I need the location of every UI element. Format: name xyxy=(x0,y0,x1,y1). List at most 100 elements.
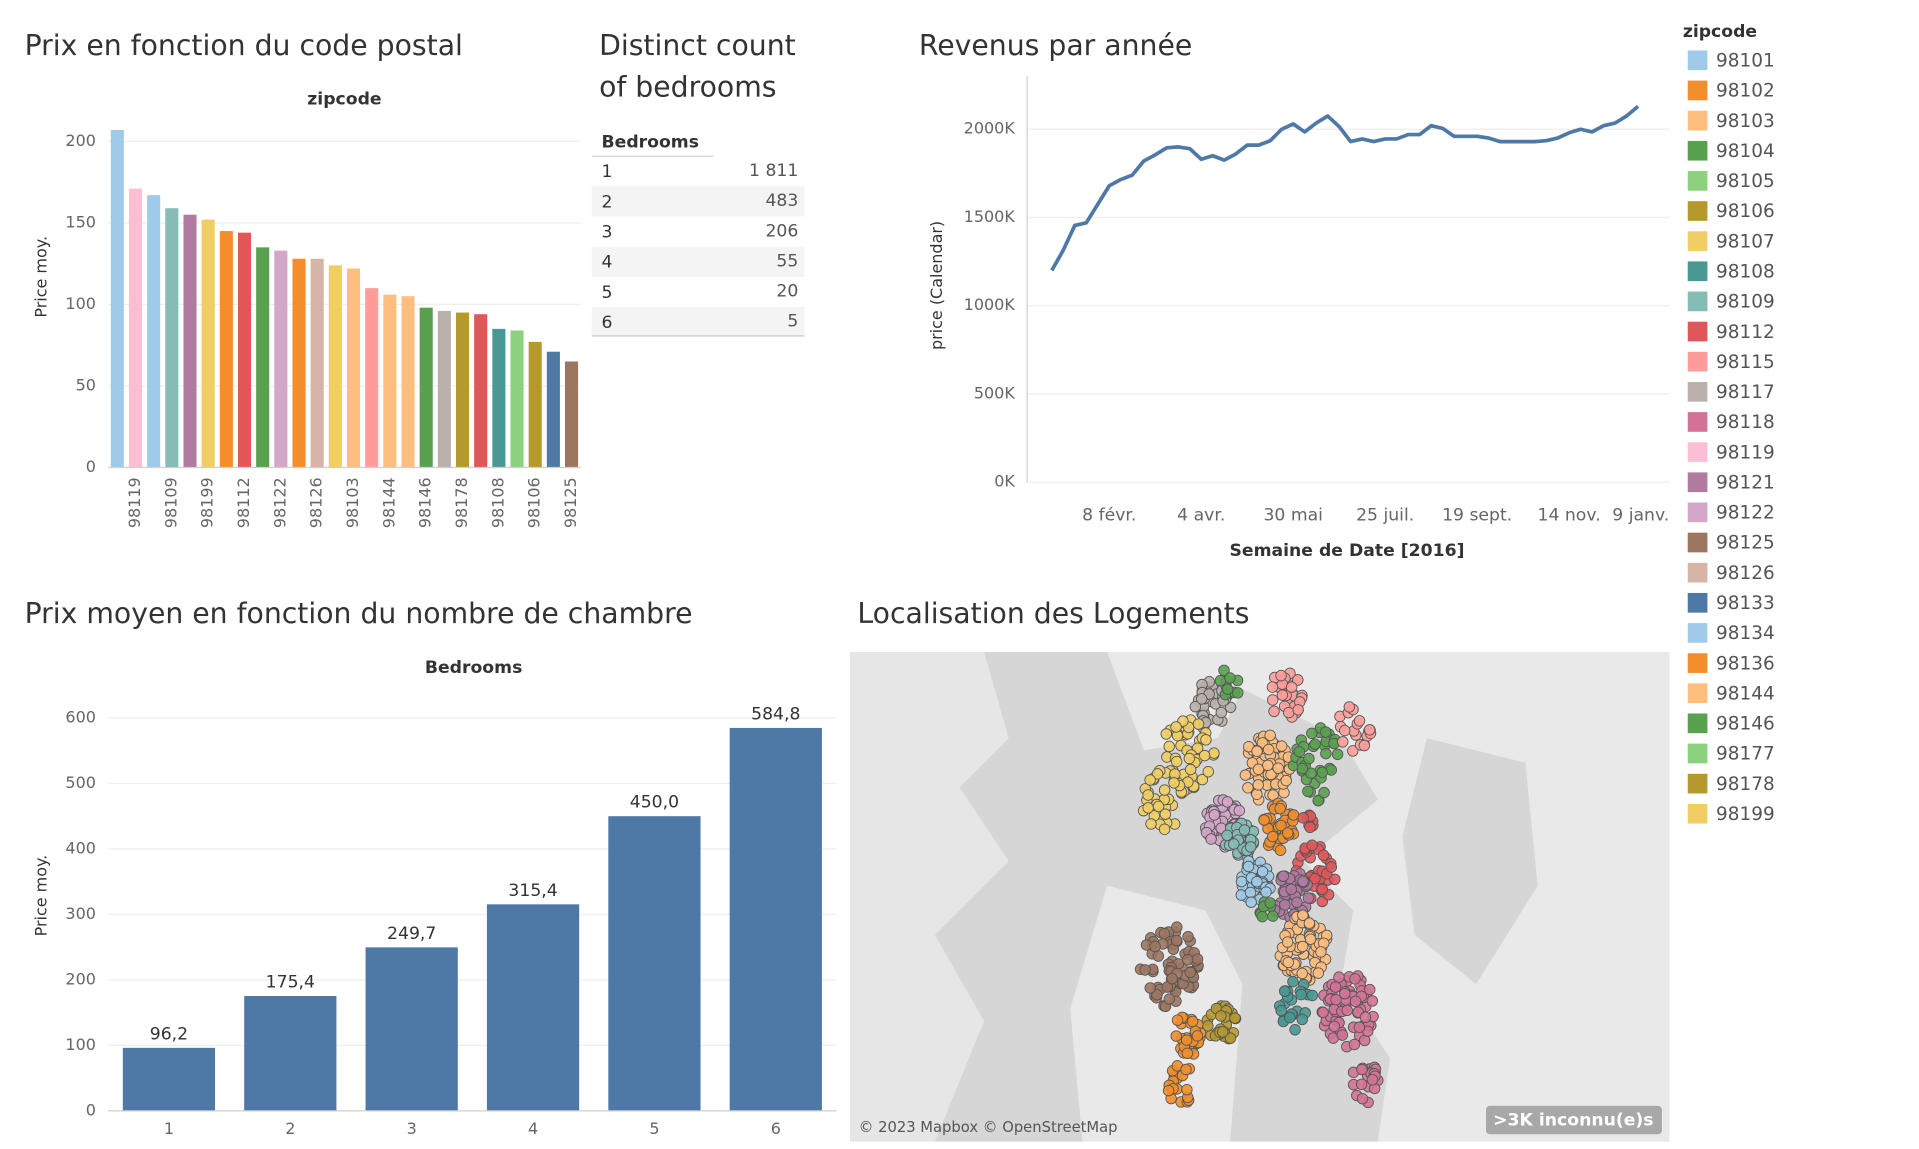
y-tick-label: 200 xyxy=(65,131,96,150)
map-point xyxy=(1224,701,1237,714)
legend-swatch xyxy=(1687,381,1708,402)
bar xyxy=(546,351,560,468)
map-point xyxy=(1296,1013,1308,1026)
x-tick-label: 98144 xyxy=(379,477,398,528)
legend-swatch xyxy=(1687,171,1708,191)
chart-title: Prix moyen en fonction du nombre de cham… xyxy=(25,597,693,630)
bar xyxy=(328,265,342,468)
bar xyxy=(274,250,288,468)
bar xyxy=(365,947,458,1111)
table-cell: 2 xyxy=(602,192,613,212)
map-point xyxy=(1296,940,1309,953)
map-point xyxy=(1224,1032,1237,1044)
map-point xyxy=(1339,724,1351,737)
table-cell: 206 xyxy=(765,221,798,241)
legend-swatch xyxy=(1687,592,1708,613)
map-point xyxy=(1170,1030,1182,1042)
map-point xyxy=(1251,788,1263,800)
map-point xyxy=(1280,774,1292,787)
table-cell: 55 xyxy=(776,251,798,271)
map-point xyxy=(1306,727,1318,740)
table-cell: 483 xyxy=(765,191,798,211)
map-point xyxy=(1181,1047,1194,1060)
map-point xyxy=(1166,972,1178,985)
legend-label: 98121 xyxy=(1716,472,1775,493)
map-title: Localisation des Logements xyxy=(857,597,1249,630)
map-point xyxy=(1292,704,1304,716)
y-tick-label: 1500K xyxy=(964,207,1016,226)
map-land xyxy=(850,651,1009,1142)
map-point xyxy=(1221,796,1234,808)
legend-label: 98134 xyxy=(1716,623,1775,644)
map-point xyxy=(1325,861,1338,873)
legend-label: 98104 xyxy=(1716,141,1775,162)
legend-swatch xyxy=(1687,773,1708,794)
bar xyxy=(219,231,233,468)
y-tick-label: 0 xyxy=(86,457,96,476)
legend-swatch xyxy=(1687,80,1708,101)
map-point xyxy=(1356,1093,1369,1105)
data-label: 96,2 xyxy=(150,1024,188,1044)
map-point xyxy=(1281,827,1294,839)
chart-title: Prix en fonction du code postal xyxy=(25,29,463,62)
bar xyxy=(128,188,143,468)
map-point xyxy=(1279,899,1291,911)
data-label: 450,0 xyxy=(630,793,679,813)
table-cell: 6 xyxy=(602,313,613,333)
map-point xyxy=(1312,795,1324,807)
x-tick-label: 6 xyxy=(771,1119,781,1138)
map-point xyxy=(1283,706,1295,719)
map-point xyxy=(1275,819,1287,832)
map-point xyxy=(1297,812,1309,824)
y-tick-label: 500 xyxy=(65,773,96,792)
map-point xyxy=(1184,966,1197,979)
x-tick-label: 98103 xyxy=(343,477,362,528)
legend-label: 98122 xyxy=(1716,503,1775,524)
x-tick-label: 1 xyxy=(164,1119,174,1138)
legend-swatch xyxy=(1687,743,1708,764)
bar xyxy=(201,219,215,468)
legend-label: 98108 xyxy=(1716,262,1775,283)
map-point xyxy=(1348,1038,1361,1051)
table-title: Distinct count xyxy=(599,29,796,62)
map-point xyxy=(1180,1034,1193,1046)
map-point xyxy=(1142,789,1154,801)
map-point xyxy=(1251,875,1263,888)
bar xyxy=(310,258,324,468)
map-point xyxy=(1233,804,1246,817)
x-tick-label: 30 mai xyxy=(1263,505,1323,525)
map-land xyxy=(1070,885,1243,1142)
legend-swatch xyxy=(1687,472,1708,493)
map-point xyxy=(1353,1021,1366,1033)
map-point xyxy=(1244,841,1257,853)
map-point xyxy=(1214,674,1227,687)
map-point xyxy=(1267,830,1279,843)
map-point xyxy=(1309,873,1321,885)
y-tick-label: 600 xyxy=(65,707,96,726)
map-point xyxy=(1161,981,1174,993)
map-point xyxy=(1336,1029,1349,1041)
y-tick-label: 1000K xyxy=(964,295,1016,314)
map-point xyxy=(1316,883,1328,896)
x-tick-label: 25 juil. xyxy=(1356,505,1414,525)
x-tick-label: 3 xyxy=(407,1119,417,1138)
x-tick-label: 98199 xyxy=(198,477,217,528)
map-point xyxy=(1189,700,1202,713)
map-point xyxy=(1151,768,1164,780)
map-point xyxy=(1181,1083,1193,1096)
legend-label: 98115 xyxy=(1716,352,1775,373)
map-point xyxy=(1162,1084,1175,1097)
map-point xyxy=(1289,1024,1301,1036)
map-point xyxy=(1285,681,1298,693)
map-point xyxy=(1274,844,1287,856)
legend-swatch xyxy=(1687,201,1708,221)
map-point xyxy=(1242,860,1255,873)
legend-label: 98102 xyxy=(1716,81,1775,102)
legend-label: 98126 xyxy=(1716,563,1775,584)
map-point xyxy=(1366,995,1379,1007)
map-point xyxy=(1260,886,1272,898)
map-point xyxy=(1315,946,1327,958)
map-point xyxy=(1163,993,1175,1005)
y-tick-label: 400 xyxy=(65,838,96,857)
legend-swatch xyxy=(1687,562,1708,583)
